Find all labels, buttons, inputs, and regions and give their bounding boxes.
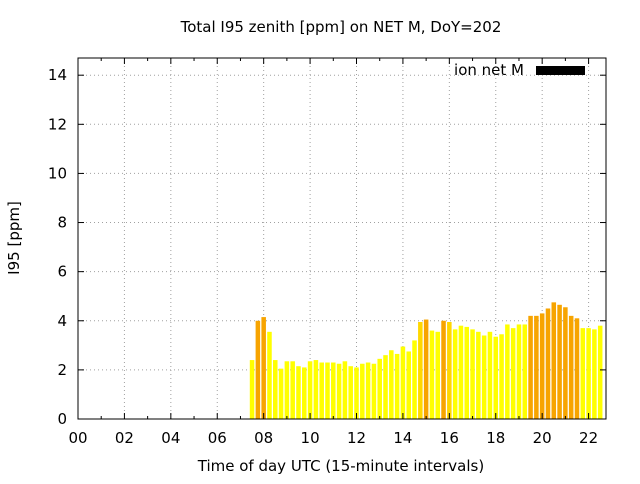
legend: ion net M <box>454 61 585 79</box>
x-tick-label: 06 <box>208 429 227 447</box>
bar <box>429 330 435 419</box>
bar <box>464 326 470 419</box>
bar <box>284 361 290 419</box>
bar <box>458 325 464 419</box>
bar <box>505 324 510 419</box>
bar <box>534 315 539 419</box>
bar <box>557 304 562 419</box>
y-tick-label: 6 <box>57 263 67 281</box>
bar <box>545 308 551 419</box>
bar <box>580 328 586 419</box>
bar <box>435 331 440 419</box>
x-tick-label: 08 <box>254 429 273 447</box>
y-axis-label: I95 [ppm] <box>5 201 23 275</box>
bar <box>493 336 499 419</box>
x-axis-label: Time of day UTC (15-minute intervals) <box>197 457 484 475</box>
bar <box>400 346 406 419</box>
bar <box>423 319 429 419</box>
bar <box>528 315 533 419</box>
bar <box>516 324 522 419</box>
bar <box>412 340 417 419</box>
bar <box>452 329 458 419</box>
bar <box>481 335 487 419</box>
bar <box>290 361 295 419</box>
bar <box>418 321 423 419</box>
x-tick-label: 22 <box>579 429 598 447</box>
x-tick-label: 12 <box>347 429 366 447</box>
legend-label: ion net M <box>454 61 524 79</box>
bar <box>510 328 516 419</box>
bar <box>336 363 342 419</box>
bar <box>249 360 255 419</box>
bar <box>307 361 313 419</box>
plot-frame <box>77 57 607 420</box>
bar <box>551 302 557 419</box>
bar <box>319 362 324 419</box>
bar <box>470 329 475 419</box>
bar <box>441 320 446 419</box>
bar <box>394 353 400 419</box>
y-tick-label: 0 <box>57 410 67 428</box>
bar <box>331 362 336 419</box>
bar <box>487 331 493 419</box>
bar <box>568 315 574 419</box>
chart-title: Total I95 zenith [ppm] on NET M, DoY=202 <box>180 18 502 36</box>
y-tick-label: 8 <box>57 214 67 232</box>
bar <box>563 307 568 419</box>
bar <box>302 367 307 419</box>
bar <box>348 366 353 419</box>
bar <box>592 329 597 419</box>
bar <box>255 320 261 419</box>
y-tick-label: 12 <box>48 115 67 133</box>
x-tick-label: 18 <box>486 429 505 447</box>
bar <box>406 351 411 419</box>
y-tick-label: 2 <box>57 361 67 379</box>
bar <box>447 321 452 419</box>
bar <box>278 368 284 419</box>
y-tick-label: 14 <box>48 66 67 84</box>
bar <box>342 361 348 419</box>
x-tick-label: 20 <box>533 429 552 447</box>
x-tick-label: 00 <box>68 429 87 447</box>
bar <box>586 328 591 419</box>
bar <box>389 350 394 419</box>
bar <box>296 366 301 419</box>
legend-swatch <box>536 66 585 75</box>
bar <box>273 360 278 419</box>
bar <box>377 358 382 419</box>
bar <box>371 363 377 419</box>
x-tick-label: 16 <box>440 429 459 447</box>
bar <box>354 367 359 419</box>
bar <box>522 324 528 419</box>
bar <box>574 318 580 419</box>
bar <box>476 331 481 419</box>
x-tick-label: 02 <box>115 429 134 447</box>
y-tick-label: 4 <box>57 312 67 330</box>
bar <box>360 363 365 419</box>
x-tick-label: 10 <box>301 429 320 447</box>
bar <box>597 325 603 419</box>
bar <box>313 360 319 419</box>
x-tick-label: 14 <box>393 429 412 447</box>
bar <box>499 334 504 419</box>
bar <box>539 313 545 419</box>
x-tick-label: 04 <box>161 429 180 447</box>
bars <box>249 302 603 419</box>
bar <box>267 331 272 419</box>
bar <box>325 362 330 419</box>
bar <box>261 317 266 419</box>
y-tick-label: 10 <box>48 164 67 182</box>
bar <box>383 355 388 419</box>
bar <box>365 362 371 419</box>
